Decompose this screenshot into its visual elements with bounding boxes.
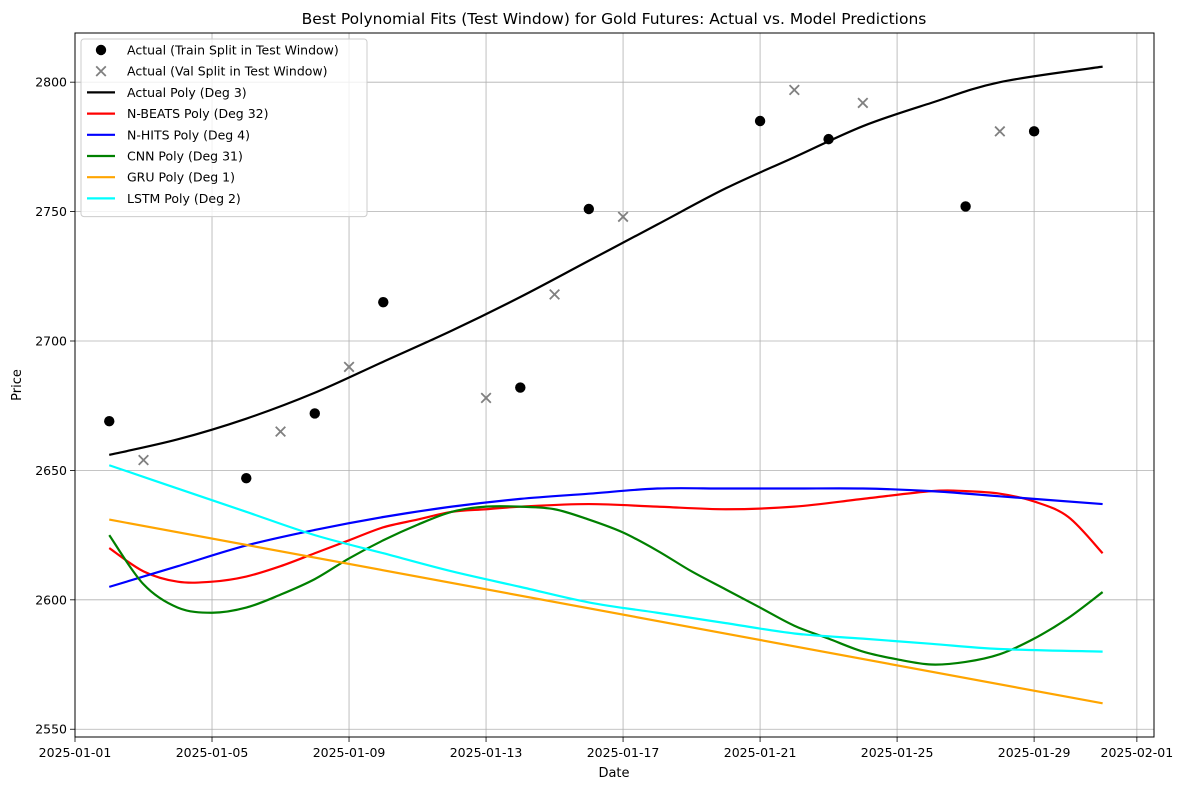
- y-axis-label: Price: [10, 369, 25, 401]
- train-point: [104, 416, 115, 427]
- legend-label: N-BEATS Poly (Deg 32): [127, 106, 268, 121]
- legend-label: N-HITS Poly (Deg 4): [127, 127, 250, 142]
- legend-label: CNN Poly (Deg 31): [127, 149, 243, 164]
- val-point: [275, 426, 286, 438]
- legend-entry: Actual Poly (Deg 3): [87, 85, 247, 100]
- chart-title: Best Polynomial Fits (Test Window) for G…: [302, 10, 927, 28]
- legend-marker: [95, 65, 107, 77]
- x-tick-label: 2025-01-21: [724, 745, 797, 760]
- train-point: [241, 472, 252, 484]
- x-tick-label: 2025-01-05: [176, 745, 249, 760]
- val-point: [857, 97, 869, 109]
- val-point: [788, 84, 800, 96]
- train-point: [583, 203, 595, 215]
- train-point: [823, 133, 834, 145]
- legend-entry: Actual (Val Split in Test Window): [95, 64, 328, 79]
- legend-entry: Actual (Train Split in Test Window): [95, 43, 339, 58]
- y-axis: 2550 2600 2650 2700 2750 2800: [35, 75, 75, 737]
- legend-label: Actual (Val Split in Test Window): [127, 64, 328, 79]
- legend-entry: N-BEATS Poly (Deg 32): [87, 106, 268, 121]
- legend-entry: CNN Poly (Deg 31): [87, 149, 243, 164]
- grid: [74, 33, 1154, 737]
- y-tick-label: 2600: [35, 592, 67, 607]
- x-axis: 2025-01-01 2025-01-05 2025-01-09 2025-01-13…: [39, 737, 1174, 760]
- train-point: [515, 382, 526, 393]
- train-point: [960, 201, 971, 212]
- x-tick-label: 2025-01-13: [450, 745, 523, 760]
- legend-entry: LSTM Poly (Deg 2): [87, 191, 241, 206]
- y-tick-label: 2700: [35, 334, 67, 349]
- legend-label: GRU Poly (Deg 1): [127, 170, 235, 185]
- y-tick-label: 2650: [35, 463, 67, 478]
- plot-frame: [74, 32, 1155, 738]
- x-tick-label: 2025-01-17: [587, 745, 660, 760]
- val-point: [617, 211, 629, 223]
- legend-label: Actual Poly (Deg 3): [127, 85, 247, 100]
- legend-marker: [95, 44, 107, 56]
- legend-label: Actual (Train Split in Test Window): [127, 43, 339, 58]
- series-line-cnn-poly-deg-31: [108, 505, 1104, 666]
- val-point: [549, 288, 560, 300]
- x-axis-label: Date: [598, 766, 629, 781]
- y-tick-label: 2550: [35, 722, 67, 737]
- train-point: [309, 408, 320, 419]
- val-point: [343, 361, 355, 373]
- train-point: [754, 115, 766, 127]
- x-tick-label: 2025-01-01: [39, 745, 112, 760]
- x-tick-label: 2025-01-29: [998, 745, 1071, 760]
- legend-entry: N-HITS Poly (Deg 4): [87, 127, 250, 142]
- legend-entry: GRU Poly (Deg 1): [87, 170, 235, 185]
- series-line-n-hits-poly-deg-4: [108, 487, 1103, 588]
- y-tick-label: 2800: [35, 75, 67, 90]
- legend-label: LSTM Poly (Deg 2): [127, 191, 241, 206]
- x-tick-label: 2025-01-25: [861, 745, 934, 760]
- train-point: [1028, 126, 1040, 137]
- x-tick-label: 2025-02-01: [1101, 745, 1174, 760]
- train-point: [378, 296, 389, 308]
- x-tick-label: 2025-01-09: [313, 745, 386, 760]
- series-lines: [108, 65, 1104, 705]
- series-line-gru-poly-deg-1: [109, 518, 1103, 705]
- val-point: [480, 392, 492, 404]
- val-point: [994, 125, 1006, 137]
- series-points: [104, 84, 1040, 484]
- series-line-n-beats-poly-deg-32: [108, 489, 1104, 584]
- y-tick-label: 2750: [35, 204, 67, 219]
- series-line-lstm-poly-deg-2: [108, 464, 1103, 653]
- legend-box: [80, 38, 368, 218]
- series-line-actual-poly-deg-3: [109, 65, 1103, 456]
- val-point: [138, 454, 149, 466]
- legend: Actual (Train Split in Test Window) Actua…: [80, 38, 368, 218]
